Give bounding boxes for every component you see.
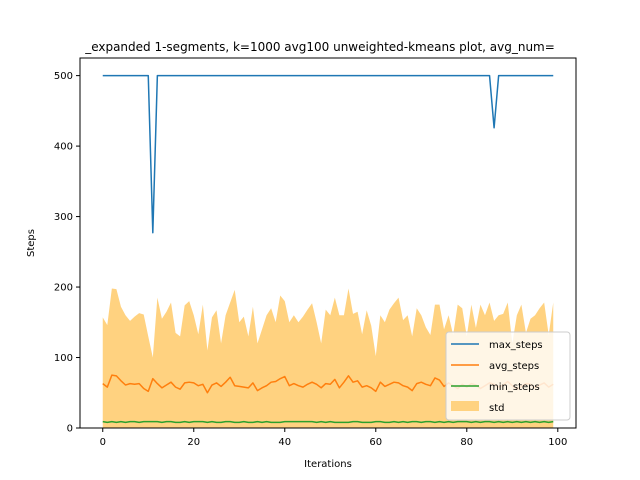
legend-label-std: std [489,403,504,414]
std-band [102,288,554,428]
x-tick-label: 80 [460,437,473,448]
chart-title: _expanded 1-segments, k=1000 avg100 unwe… [84,40,555,54]
x-axis-label: Iterations [304,459,352,470]
y-tick-label: 300 [54,212,73,223]
legend-box [445,331,571,421]
x-tick-label: 60 [369,437,382,448]
y-tick-label: 400 [54,142,73,153]
x-axis-ticks: 0 20 40 60 80 100 [100,428,567,448]
legend-label-max-steps: max_steps [489,340,543,351]
legend: max_steps avg_steps min_steps std [445,331,571,421]
y-axis-ticks: 0 100 200 300 400 500 [54,71,80,435]
std-band-layer [102,288,554,428]
y-axis-label: Steps [26,229,37,257]
y-tick-label: 100 [54,353,73,364]
series-line-min-steps [102,420,554,424]
y-tick-label: 200 [54,283,73,294]
x-tick-label: 100 [548,437,567,448]
legend-label-avg-steps: avg_steps [489,361,539,372]
x-tick-label: 0 [100,437,106,448]
axes-frame [79,57,577,429]
legend-label-min-steps: min_steps [489,382,540,393]
legend-swatch-std [451,401,479,411]
x-tick-label: 20 [187,437,200,448]
x-tick-label: 40 [278,437,291,448]
series-line-max-steps [102,74,554,234]
y-tick-label: 0 [67,424,73,435]
y-tick-label: 500 [54,71,73,82]
